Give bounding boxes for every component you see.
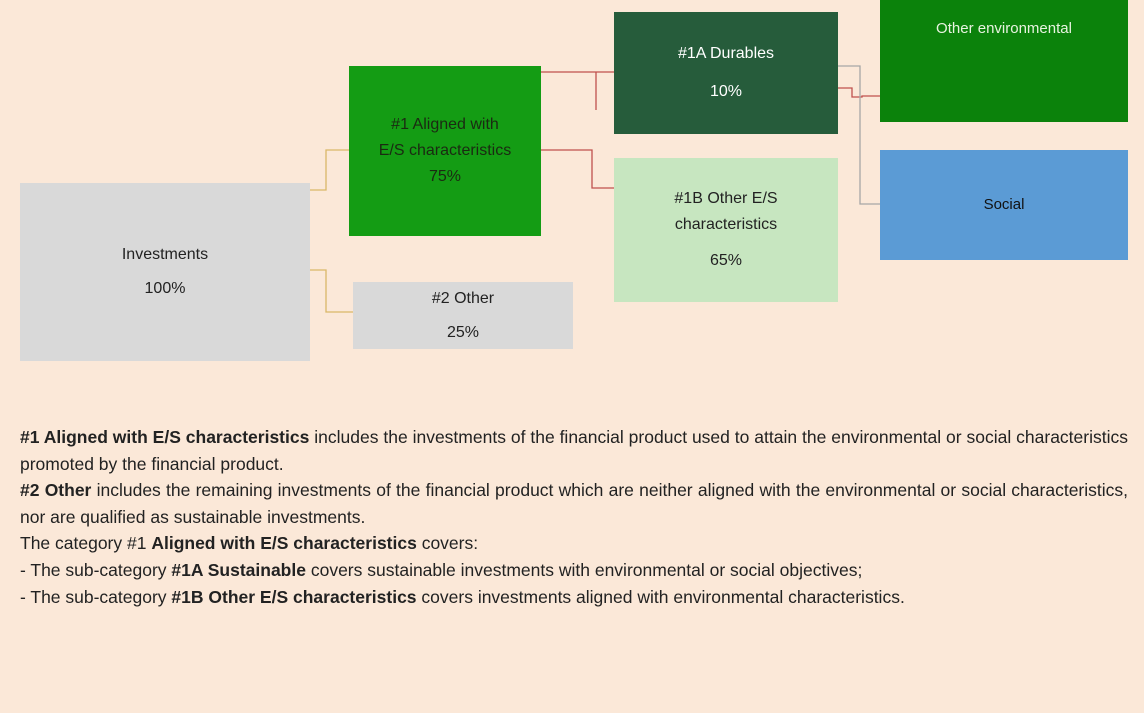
notes: #1 Aligned with E/S characteristics incl… bbox=[20, 424, 1128, 610]
connector bbox=[310, 149, 349, 191]
node-label: Investments bbox=[121, 246, 209, 263]
note-text: - The sub-category bbox=[20, 586, 172, 607]
connector bbox=[838, 87, 880, 98]
node-label: Other environmental bbox=[936, 20, 1072, 37]
note-paragraph: The category #1 Aligned with E/S charact… bbox=[20, 530, 1128, 557]
note-text: The category #1 bbox=[20, 533, 152, 554]
node-value: 75% bbox=[428, 168, 462, 185]
note-paragraph: - The sub-category #1B Other E/S charact… bbox=[20, 584, 1128, 611]
node-value: 25% bbox=[446, 323, 480, 341]
node-other-es: #1B Other E/S characteristics 65% bbox=[614, 158, 838, 302]
note-text: covers investments aligned with environm… bbox=[416, 586, 905, 607]
node-other-environmental: Other environmental bbox=[880, 0, 1128, 122]
node-label: #1B Other E/S characteristics bbox=[674, 190, 778, 233]
connector bbox=[838, 65, 880, 205]
note-text: covers: bbox=[416, 533, 479, 554]
node-label: #1A Durables bbox=[677, 45, 775, 62]
node-label: #2 Other bbox=[431, 289, 495, 307]
node-value: 65% bbox=[709, 252, 743, 269]
note-bold: #1A Sustainable bbox=[171, 559, 306, 580]
note-text: covers sustainable investments with envi… bbox=[305, 559, 863, 580]
note-bold: #1 Aligned with E/S characteristics bbox=[20, 427, 310, 447]
connectors bbox=[310, 65, 880, 313]
note-paragraph: #2 Other includes the remaining investme… bbox=[20, 477, 1128, 530]
node-aligned: #1 Aligned with E/S characteristics 75% bbox=[349, 66, 541, 236]
note-text: includes the investments of the financia… bbox=[20, 427, 1128, 474]
node-durables: #1A Durables 10% bbox=[614, 12, 838, 134]
node-label: Social bbox=[983, 196, 1025, 213]
note-paragraph: #1 Aligned with E/S characteristics incl… bbox=[20, 424, 1128, 477]
node-label: #1 Aligned with E/S characteristics bbox=[378, 116, 512, 159]
node-value: 100% bbox=[144, 280, 186, 297]
node-social: Social bbox=[880, 150, 1128, 260]
connector bbox=[310, 269, 353, 313]
node-other: #2 Other 25% bbox=[353, 282, 573, 349]
note-text: - The sub-category bbox=[20, 559, 172, 580]
note-bold: #2 Other bbox=[20, 480, 92, 501]
node-investments: Investments 100% bbox=[20, 183, 310, 361]
note-bold: Aligned with E/S characteristics bbox=[151, 533, 417, 554]
connector bbox=[541, 149, 614, 189]
connector bbox=[541, 71, 614, 110]
note-paragraph: - The sub-category #1A Sustainable cover… bbox=[20, 557, 1128, 584]
node-value: 10% bbox=[709, 83, 743, 100]
note-text: includes the remaining investments of th… bbox=[20, 480, 1129, 527]
note-bold: #1B Other E/S characteristics bbox=[171, 586, 417, 607]
